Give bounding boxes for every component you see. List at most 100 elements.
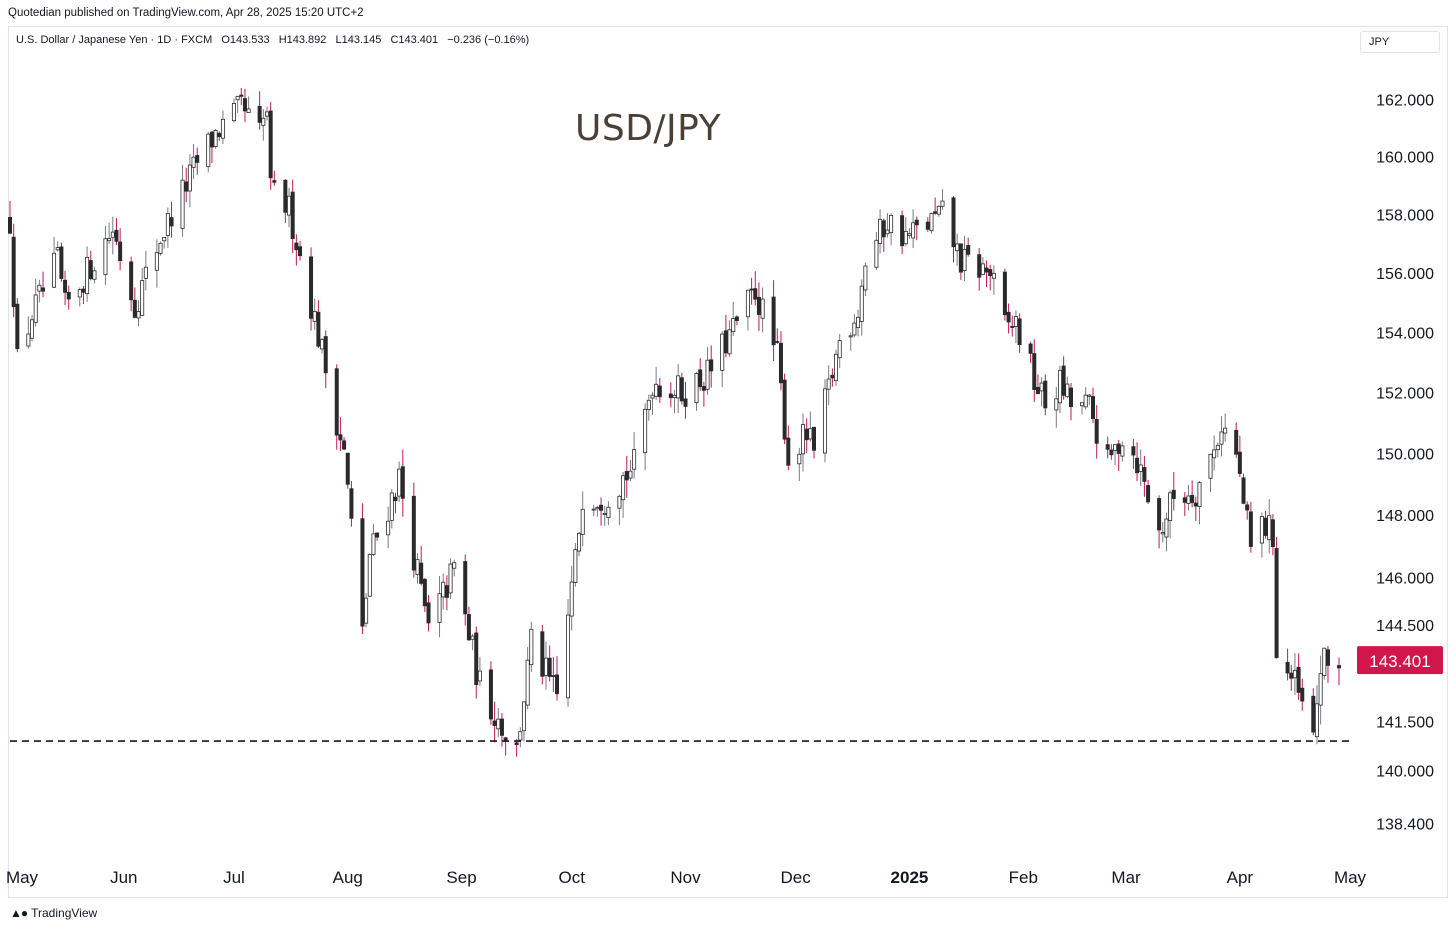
legend-symbol[interactable]: U.S. Dollar / Japanese Yen · 1D · FXCM [16,34,213,46]
candle-body[interactable] [771,296,776,346]
candle-body[interactable] [107,238,112,242]
candle-body[interactable] [393,496,398,501]
candle-body[interactable] [951,197,956,248]
candle-body[interactable] [437,593,442,623]
candle-body[interactable] [701,386,706,391]
candle-body[interactable] [7,216,12,234]
candle-body[interactable] [342,440,347,450]
candle-body[interactable] [85,256,90,295]
candle-body[interactable] [345,452,350,485]
candle-body[interactable] [679,377,684,402]
candle-body[interactable] [1083,394,1088,408]
candle-body[interactable] [668,393,673,399]
candle-body[interactable] [1087,394,1092,397]
candle-body[interactable] [1245,504,1250,511]
candle-body[interactable] [775,341,780,343]
candle-body[interactable] [984,267,989,273]
candle-body[interactable] [118,241,123,262]
candle-body[interactable] [1182,497,1187,503]
candle-body[interactable] [1285,661,1290,674]
candle-body[interactable] [466,614,471,641]
candle-body[interactable] [367,554,372,597]
candle-body[interactable] [1142,467,1147,482]
candle-body[interactable] [573,549,578,583]
candle-body[interactable] [1223,427,1228,434]
candle-body[interactable] [977,254,982,278]
candle-body[interactable] [294,242,299,251]
candle-body[interactable] [1080,402,1085,407]
candle-body[interactable] [272,180,277,183]
candle-body[interactable] [1028,343,1033,354]
candle-body[interactable] [1325,649,1330,666]
candle-body[interactable] [463,561,468,615]
candle-body[interactable] [349,488,354,519]
candle-body[interactable] [1248,511,1253,547]
candle-body[interactable] [914,219,919,226]
candle-body[interactable] [1193,502,1198,507]
candle-body[interactable] [452,562,457,569]
candle-body[interactable] [1234,429,1239,455]
candle-body[interactable] [41,287,46,292]
candle-body[interactable] [654,383,659,397]
candle-body[interactable] [925,221,930,230]
candle-body[interactable] [1168,492,1173,521]
candle-body[interactable] [1160,532,1165,535]
candle-body[interactable] [580,508,585,535]
candle-body[interactable] [837,340,842,359]
candle-body[interactable] [1105,444,1110,450]
price-axis[interactable]: 162.000 160.000 158.000 156.000 154.000 152.0… [1376,93,1434,834]
candle-body[interactable] [646,399,651,410]
candle-body[interactable] [606,506,611,519]
candle-body[interactable] [1190,494,1195,503]
candle-body[interactable] [723,330,728,354]
candle-body[interactable] [859,285,864,322]
candle-body[interactable] [1314,703,1319,738]
candle-body[interactable] [1259,516,1264,544]
candle-body[interactable] [753,288,758,300]
candle-body[interactable] [657,385,662,398]
candle-body[interactable] [375,532,380,538]
candle-body[interactable] [1006,311,1011,323]
candle-body[interactable] [132,299,137,318]
candle-body[interactable] [213,129,218,147]
candle-body[interactable] [287,195,292,216]
candle-body[interactable] [518,731,523,741]
candle-body[interactable] [239,94,244,97]
candle-body[interactable] [1322,647,1327,677]
candle-body[interactable] [1043,380,1048,409]
candle-body[interactable] [955,243,960,252]
candle-body[interactable] [823,388,828,454]
candle-body[interactable] [63,279,68,293]
candle-body[interactable] [874,239,879,268]
candle-body[interactable] [1057,370,1062,404]
candle-body[interactable] [492,720,497,726]
candle-body[interactable] [745,289,750,318]
candle-body[interactable] [1270,519,1275,547]
candle-body[interactable] [521,701,526,732]
candle-body[interactable] [529,628,534,666]
candle-body[interactable] [136,311,141,319]
candle-body[interactable] [991,272,996,279]
candle-body[interactable] [1215,444,1220,451]
candle-body[interactable] [786,437,791,466]
candle-body[interactable] [246,108,251,113]
candle-body[interactable] [988,269,993,277]
candle-body[interactable] [1120,445,1125,457]
candle-body[interactable] [1157,498,1162,531]
candle-body[interactable] [694,373,699,404]
candle-body[interactable] [220,118,225,139]
candle-body[interactable] [672,394,677,398]
candle-body[interactable] [929,213,934,232]
candle-body[interactable] [599,504,604,511]
candle-body[interactable] [591,508,596,511]
candle-body[interactable] [602,513,607,515]
candle-body[interactable] [1311,695,1316,733]
candle-body[interactable] [566,614,571,699]
candle-body[interactable] [316,311,321,347]
candle-body[interactable] [1186,495,1191,504]
candle-body[interactable] [885,229,890,235]
candle-body[interactable] [441,581,446,598]
candle-body[interactable] [103,238,108,275]
candle-body[interactable] [621,475,626,501]
